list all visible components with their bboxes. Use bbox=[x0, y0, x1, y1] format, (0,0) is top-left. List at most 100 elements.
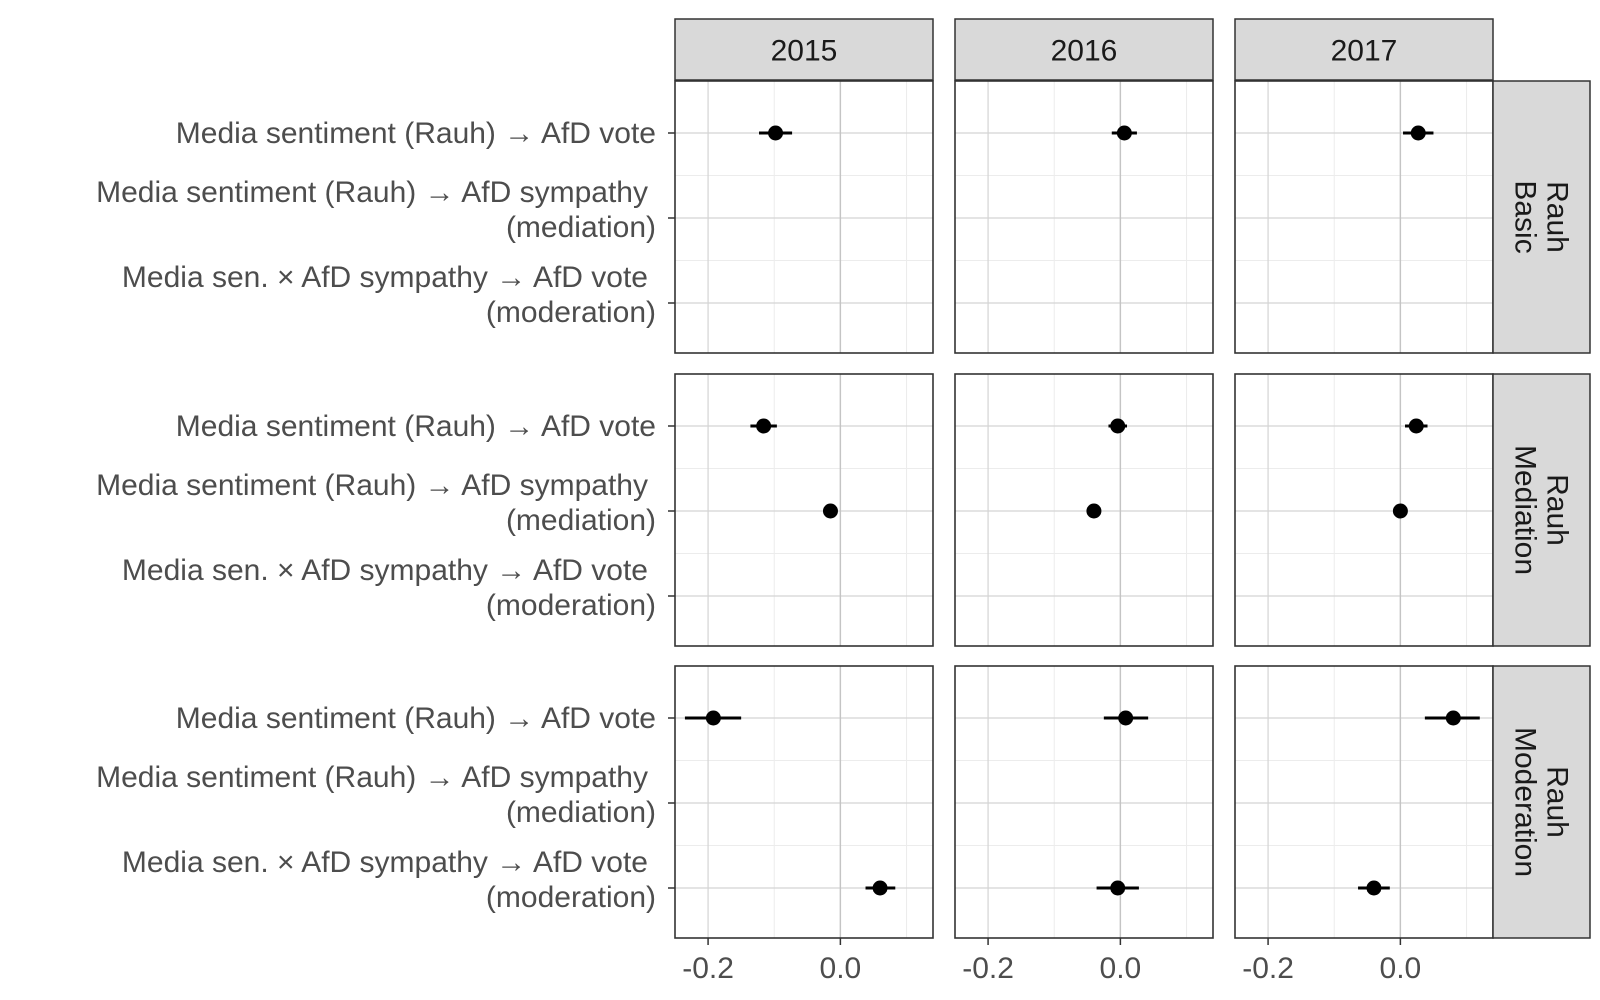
panel-border bbox=[674, 373, 934, 647]
y-tick-label: Media sentiment (Rauh) → AfD vote bbox=[176, 410, 656, 443]
coefficient-point-13 bbox=[1424, 710, 1480, 726]
point-estimate bbox=[1366, 880, 1382, 896]
y-tick-label-line2: (mediation) bbox=[506, 796, 656, 829]
point-estimate bbox=[768, 125, 784, 141]
row-strip-label-line2: Mediation bbox=[1509, 445, 1542, 575]
coefficient-point-9 bbox=[684, 710, 742, 726]
x-tick-label: -0.2 bbox=[1242, 952, 1294, 985]
panel-0-0 bbox=[674, 80, 934, 354]
y-tick-label-line1: Media sen. × AfD sympathy → AfD vote bbox=[122, 261, 648, 294]
coefficient-point-6 bbox=[1086, 503, 1102, 519]
point-estimate bbox=[705, 710, 721, 726]
panel-border bbox=[954, 373, 1214, 647]
point-estimate bbox=[756, 418, 772, 434]
panel-border bbox=[674, 665, 934, 939]
point-estimate bbox=[1116, 125, 1132, 141]
point-estimate bbox=[1392, 503, 1408, 519]
row-strip-label-line2: Moderation bbox=[1509, 727, 1542, 877]
x-tick-label: 0.0 bbox=[1380, 952, 1422, 985]
panel-background bbox=[675, 374, 933, 646]
column-strip-label: 2016 bbox=[1051, 35, 1118, 68]
y-tick-label-line1: Media sentiment (Rauh) → AfD sympathy bbox=[96, 176, 648, 209]
point-estimate bbox=[1110, 418, 1126, 434]
column-strip-2015: 2015 bbox=[674, 18, 934, 81]
coefficient-point-12 bbox=[1096, 880, 1139, 896]
y-tick-label-line1: Media sen. × AfD sympathy → AfD vote bbox=[122, 846, 648, 879]
column-strip-bg bbox=[674, 18, 934, 81]
x-tick-label: -0.2 bbox=[682, 952, 734, 985]
point-estimate bbox=[1408, 418, 1424, 434]
point-estimate bbox=[1118, 710, 1134, 726]
panel-1-0 bbox=[674, 373, 934, 647]
panel-border bbox=[954, 80, 1214, 354]
y-tick-label-line2: (moderation) bbox=[486, 881, 656, 914]
panel-2-0 bbox=[674, 665, 934, 939]
x-tick-label: 0.0 bbox=[820, 952, 862, 985]
row-strip-bg bbox=[1492, 80, 1591, 354]
coefficient-point-2 bbox=[1403, 125, 1434, 141]
panel-background bbox=[1235, 81, 1493, 353]
column-strip-label: 2017 bbox=[1331, 35, 1398, 68]
point-estimate bbox=[1410, 125, 1426, 141]
point-estimate bbox=[822, 503, 838, 519]
row-strip-label-line1: Rauh bbox=[1541, 181, 1574, 253]
y-tick-label-line2: (mediation) bbox=[506, 504, 656, 537]
y-tick-label-line2: (moderation) bbox=[486, 589, 656, 622]
point-estimate bbox=[1445, 710, 1461, 726]
coefficient-point-8 bbox=[1392, 503, 1408, 519]
row-strip-bg bbox=[1492, 665, 1591, 939]
panel-background bbox=[1235, 666, 1493, 938]
coefficient-point-7 bbox=[1405, 418, 1428, 434]
point-estimate bbox=[1086, 503, 1102, 519]
panel-border bbox=[674, 80, 934, 354]
coefficient-point-4 bbox=[822, 503, 838, 519]
y-tick-label-line1: Media sen. × AfD sympathy → AfD vote bbox=[122, 554, 648, 587]
coefficient-point-10 bbox=[865, 880, 896, 896]
panel-2-2 bbox=[1234, 665, 1494, 939]
row-strip-label-line1: Rauh bbox=[1541, 474, 1574, 546]
column-strip-bg bbox=[1234, 18, 1494, 81]
point-estimate bbox=[872, 880, 888, 896]
panel-1-1 bbox=[954, 373, 1214, 647]
coefficient-point-14 bbox=[1358, 880, 1390, 896]
panel-background bbox=[1235, 374, 1493, 646]
panel-0-1 bbox=[954, 80, 1214, 354]
column-strip-2017: 2017 bbox=[1234, 18, 1494, 81]
y-tick-label-line2: (moderation) bbox=[486, 296, 656, 329]
coefficient-point-0 bbox=[759, 125, 793, 141]
panel-background bbox=[675, 666, 933, 938]
column-strip-label: 2015 bbox=[771, 35, 838, 68]
coefficient-point-5 bbox=[1108, 418, 1127, 434]
panel-background bbox=[955, 666, 1213, 938]
panel-background bbox=[955, 81, 1213, 353]
row-strip-label-line1: Rauh bbox=[1541, 766, 1574, 838]
coefficient-point-3 bbox=[750, 418, 777, 434]
y-tick-label-line2: (mediation) bbox=[506, 211, 656, 244]
row-strip-bg bbox=[1492, 373, 1591, 647]
x-tick-label: 0.0 bbox=[1100, 952, 1142, 985]
coefficient-point-11 bbox=[1103, 710, 1149, 726]
column-strip-bg bbox=[954, 18, 1214, 81]
panel-border bbox=[954, 665, 1214, 939]
column-strip-2016: 2016 bbox=[954, 18, 1214, 81]
point-estimate bbox=[1110, 880, 1126, 896]
y-tick-label-line1: Media sentiment (Rauh) → AfD sympathy bbox=[96, 469, 648, 502]
coefficient-point-1 bbox=[1111, 125, 1137, 141]
panel-1-2 bbox=[1234, 373, 1494, 647]
x-tick-label: -0.2 bbox=[962, 952, 1014, 985]
panel-background bbox=[955, 374, 1213, 646]
panel-2-1 bbox=[954, 665, 1214, 939]
row-strip-label-line2: Basic bbox=[1509, 180, 1542, 253]
panel-background bbox=[675, 81, 933, 353]
y-tick-label: Media sentiment (Rauh) → AfD vote bbox=[176, 117, 656, 150]
y-tick-label-line1: Media sentiment (Rauh) → AfD sympathy bbox=[96, 761, 648, 794]
y-tick-label: Media sentiment (Rauh) → AfD vote bbox=[176, 702, 656, 735]
panel-0-2 bbox=[1234, 80, 1494, 354]
